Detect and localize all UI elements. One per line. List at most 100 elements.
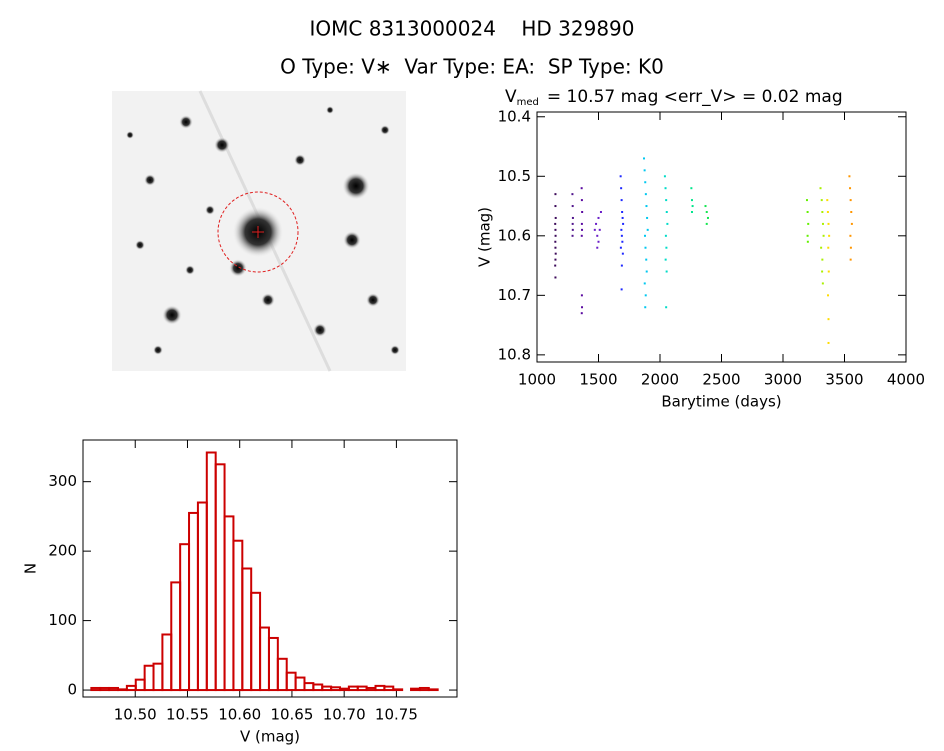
point xyxy=(705,211,708,213)
point xyxy=(580,294,583,297)
point xyxy=(827,318,830,321)
point xyxy=(571,234,574,237)
point xyxy=(690,187,693,190)
point xyxy=(643,157,646,160)
bar xyxy=(188,511,199,692)
point xyxy=(571,205,574,208)
bar xyxy=(392,688,404,692)
point xyxy=(849,234,852,237)
point xyxy=(820,199,823,202)
point xyxy=(643,234,646,237)
point xyxy=(619,246,622,249)
point xyxy=(571,193,574,196)
point xyxy=(664,234,667,237)
bar xyxy=(374,684,386,692)
bar xyxy=(214,463,226,692)
point xyxy=(554,276,557,279)
bar xyxy=(250,591,262,692)
y-tick-label: 200 xyxy=(48,542,77,560)
bar xyxy=(232,539,244,692)
x-tick-label: 10.55 xyxy=(166,706,209,724)
bar xyxy=(108,686,119,692)
point xyxy=(598,228,601,231)
x-tick-label: 2000 xyxy=(641,371,679,389)
bar xyxy=(330,686,341,692)
x-tick-label: 2500 xyxy=(702,371,740,389)
x-tick-label: 10.65 xyxy=(270,706,313,724)
y-tick-label: 100 xyxy=(48,611,77,629)
x-axis-label: Barytime (days) xyxy=(661,393,781,411)
point xyxy=(620,228,623,231)
point xyxy=(849,246,852,249)
star-field-image xyxy=(112,90,406,372)
point xyxy=(554,240,557,243)
point xyxy=(554,246,557,249)
bar xyxy=(338,687,350,692)
point xyxy=(622,222,625,225)
bar xyxy=(134,678,146,692)
bar xyxy=(347,685,359,692)
point xyxy=(663,175,666,178)
point xyxy=(644,193,647,196)
point xyxy=(644,306,647,309)
point xyxy=(621,240,624,243)
point xyxy=(849,258,852,261)
bar xyxy=(223,515,235,692)
point xyxy=(597,240,600,243)
point xyxy=(644,246,647,249)
point xyxy=(665,246,668,249)
subtitle: O Type: V∗ Var Type: EA: SP Type: K0 xyxy=(280,55,664,79)
bar xyxy=(170,581,182,692)
point xyxy=(666,222,669,225)
point xyxy=(620,264,623,267)
x-axis-label: V (mag) xyxy=(240,728,300,746)
bar xyxy=(276,657,288,692)
y-tick-label: 10.6 xyxy=(498,226,531,244)
bar xyxy=(410,687,421,692)
point xyxy=(580,234,583,237)
x-tick-label: 10.60 xyxy=(218,706,261,724)
point xyxy=(646,216,649,219)
point xyxy=(806,211,809,213)
point xyxy=(805,199,808,202)
y-axis-label: V (mag) xyxy=(476,207,494,267)
point xyxy=(554,252,557,255)
x-tick-label: 4000 xyxy=(887,371,925,389)
bar xyxy=(267,636,279,692)
bar xyxy=(152,662,164,692)
bar xyxy=(259,626,270,692)
title-sub: med xyxy=(517,97,539,108)
point xyxy=(571,216,574,219)
point xyxy=(849,187,852,190)
point xyxy=(643,282,646,285)
point xyxy=(620,199,623,202)
point xyxy=(646,228,649,231)
point xyxy=(704,205,707,208)
point xyxy=(848,175,851,178)
plot-frame xyxy=(82,439,458,698)
point xyxy=(821,258,824,261)
point xyxy=(554,234,557,237)
point xyxy=(826,199,829,202)
x-tick-label: 10.75 xyxy=(375,706,418,724)
point xyxy=(621,252,624,255)
point xyxy=(665,199,668,202)
bar xyxy=(241,567,253,692)
point xyxy=(620,234,623,237)
title-main: V xyxy=(505,87,517,107)
y-tick-label: 10.8 xyxy=(498,345,531,363)
point xyxy=(580,222,583,225)
point xyxy=(599,211,602,213)
point xyxy=(580,187,583,190)
point xyxy=(645,258,648,261)
point xyxy=(595,222,598,225)
bar xyxy=(427,688,439,692)
bar xyxy=(365,686,377,692)
bar xyxy=(383,685,395,692)
point xyxy=(621,216,624,219)
point xyxy=(819,187,822,190)
point xyxy=(690,199,693,202)
point xyxy=(807,222,810,225)
plot-frame xyxy=(536,111,907,363)
x-tick-label: 3000 xyxy=(764,371,802,389)
